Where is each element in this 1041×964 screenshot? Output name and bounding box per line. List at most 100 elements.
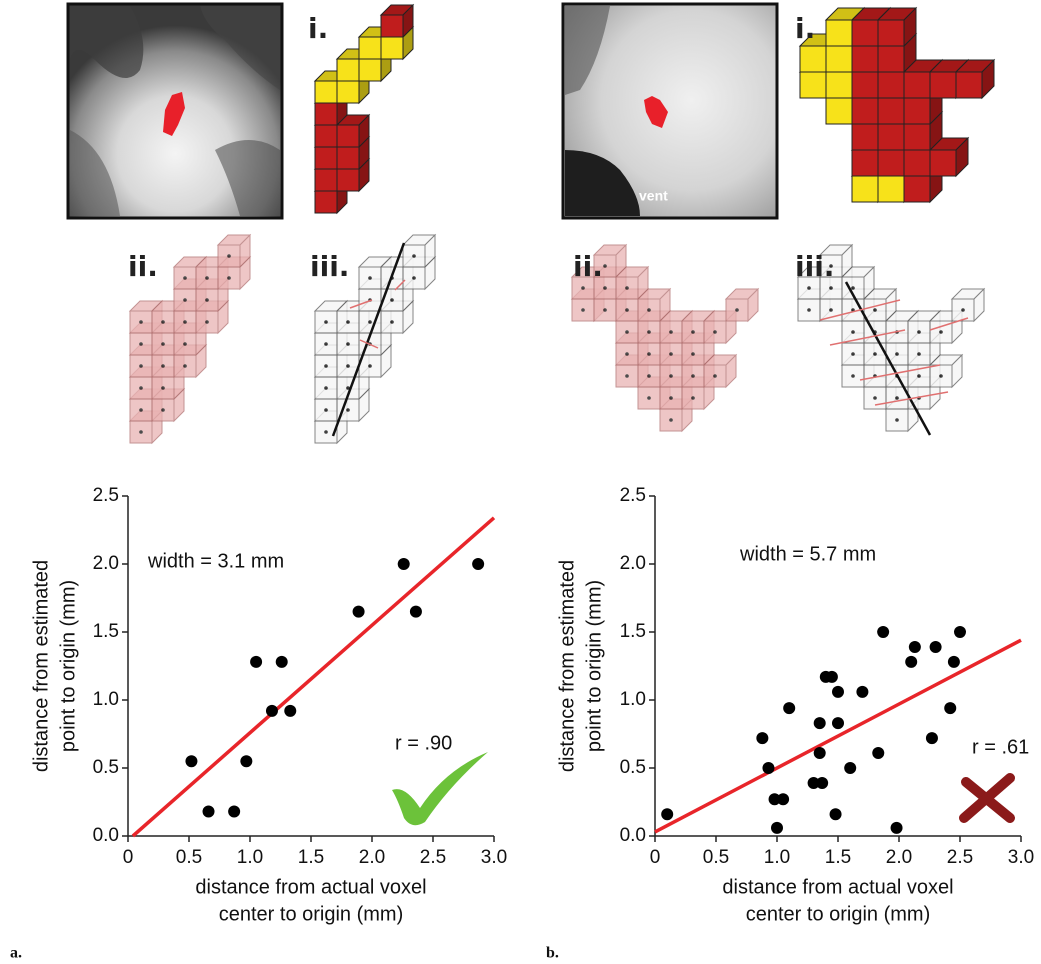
voxel-front <box>315 147 337 169</box>
voxel-dot <box>412 276 416 280</box>
voxel-dot <box>205 298 209 302</box>
voxel-dot <box>691 352 695 356</box>
voxel-dot <box>139 386 143 390</box>
point <box>185 755 197 767</box>
inset-label: ii. <box>573 250 603 283</box>
point <box>814 747 826 759</box>
voxel-dot <box>939 330 943 334</box>
point <box>877 626 889 638</box>
point <box>948 656 960 668</box>
voxel-dot <box>205 320 209 324</box>
voxel-front <box>852 150 878 176</box>
voxel-front <box>337 169 359 191</box>
point <box>926 732 938 744</box>
voxel-dot <box>647 352 651 356</box>
point <box>905 656 917 668</box>
voxel-dot <box>669 374 673 378</box>
x-axis-title: center to origin (mm) <box>746 903 931 925</box>
y-tick-label: 1.5 <box>620 621 646 642</box>
y-tick-label: 0.5 <box>93 757 119 778</box>
voxel-dot <box>829 308 833 312</box>
point <box>203 806 215 818</box>
voxel-front <box>878 72 904 98</box>
mri-image <box>68 4 282 218</box>
point <box>930 641 942 653</box>
annotation: width = 3.1 mm <box>147 550 284 572</box>
voxel-front <box>904 150 930 176</box>
voxel-dot <box>324 342 328 346</box>
voxel-dot <box>669 418 673 422</box>
annotation: r = .90 <box>395 732 452 754</box>
annotation: r = .61 <box>972 736 1029 758</box>
voxel-dot <box>647 374 651 378</box>
voxel-front <box>315 81 337 103</box>
inset-label: iii. <box>310 250 349 283</box>
panel-label: b. <box>546 945 559 962</box>
voxel-dot <box>183 320 187 324</box>
voxel-dot <box>139 320 143 324</box>
voxel-front <box>904 176 930 202</box>
x-tick-label: 1.5 <box>298 847 324 868</box>
y-axis-title: point to origin (mm) <box>583 580 605 752</box>
voxel <box>952 289 984 321</box>
point <box>783 702 795 714</box>
voxel-front <box>878 20 904 46</box>
voxel-front <box>800 46 826 72</box>
voxel-dot <box>603 286 607 290</box>
voxel-dot <box>807 286 811 290</box>
x-tick-label: 0.5 <box>703 847 729 868</box>
voxel-dot <box>669 352 673 356</box>
voxel-dot <box>183 364 187 368</box>
point <box>266 705 278 717</box>
x-tick-label: 1.5 <box>825 847 851 868</box>
y-axis-title: point to origin (mm) <box>57 580 79 752</box>
voxel-front <box>878 124 904 150</box>
voxel-dot <box>917 352 921 356</box>
voxel-front <box>381 15 403 37</box>
voxel-dot <box>625 308 629 312</box>
voxel-front <box>337 59 359 81</box>
voxel-dot <box>161 320 165 324</box>
voxel-dot <box>412 254 416 258</box>
x-tick-label: 2.0 <box>359 847 385 868</box>
voxel-front <box>315 125 337 147</box>
voxel-front <box>315 103 337 125</box>
inset-label: i. <box>795 12 815 45</box>
voxel-front <box>337 81 359 103</box>
point <box>472 558 484 570</box>
voxel-dot <box>873 396 877 400</box>
voxel-dot <box>873 352 877 356</box>
voxel <box>956 60 994 98</box>
point <box>240 755 252 767</box>
voxel <box>381 5 413 37</box>
check-icon <box>392 752 488 825</box>
point <box>353 606 365 618</box>
point <box>872 747 884 759</box>
x-tick-label: 2.0 <box>886 847 912 868</box>
x-tick-label: 2.5 <box>947 847 973 868</box>
voxel <box>218 235 250 267</box>
point <box>771 822 783 834</box>
voxel-dot <box>346 342 350 346</box>
x-tick-label: 1.0 <box>237 847 263 868</box>
voxel-dot <box>183 342 187 346</box>
voxel-dot <box>647 308 651 312</box>
voxel-dot <box>139 430 143 434</box>
voxel-dot <box>691 374 695 378</box>
voxel-dot <box>324 320 328 324</box>
voxel-dot <box>603 264 607 268</box>
point <box>410 606 422 618</box>
voxel-dot <box>625 374 629 378</box>
voxel-dot <box>807 308 811 312</box>
voxel-dot <box>873 308 877 312</box>
point <box>856 686 868 698</box>
voxel-dot <box>183 298 187 302</box>
voxel-front <box>904 124 930 150</box>
voxel-dot <box>139 364 143 368</box>
voxel-dot <box>390 320 394 324</box>
voxel-front <box>878 46 904 72</box>
x-axis-title: distance from actual voxel <box>195 876 426 898</box>
voxel-dot <box>368 320 372 324</box>
voxel-dot <box>691 396 695 400</box>
inset-label: i. <box>308 12 328 45</box>
